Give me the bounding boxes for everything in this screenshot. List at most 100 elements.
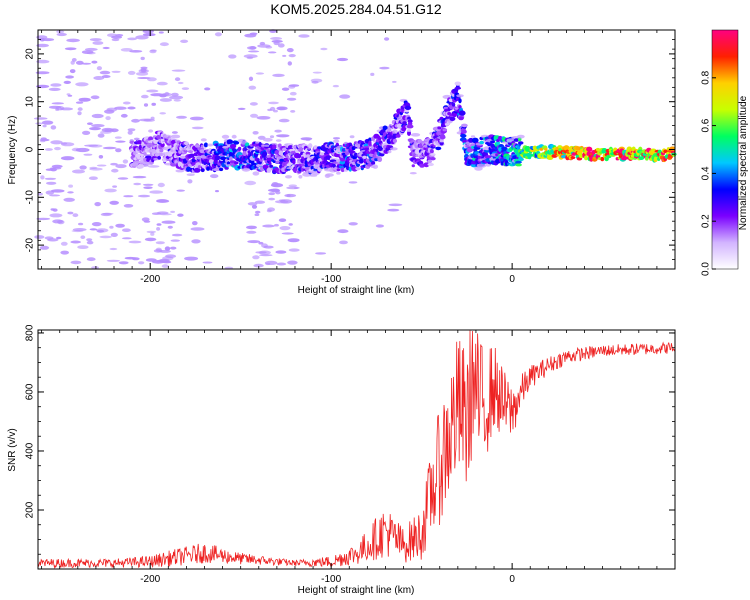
spectrogram-noise-cell	[246, 56, 254, 60]
spectrogram-noise-cell	[127, 70, 136, 75]
spectrogram-noise-cell	[128, 240, 142, 244]
spectrogram-noise-cell	[375, 224, 384, 228]
spectrogram-noise-cell	[54, 146, 61, 151]
spectrogram-noise-cell	[277, 106, 288, 111]
spectrogram-noise-cell	[202, 261, 213, 264]
spectrogram-noise-cell	[105, 116, 111, 121]
snr-frame	[37, 329, 676, 570]
spectrogram-noise-cell	[146, 89, 159, 93]
spectrogram-noise-cell	[320, 47, 328, 51]
spectrogram-fringe-cell	[241, 167, 251, 172]
spectrogram-noise-cell	[272, 73, 285, 77]
spectrogram-trace-cell	[245, 142, 250, 147]
spectrogram-noise-cell	[68, 184, 73, 188]
spectrogram-noise-cell	[265, 45, 273, 49]
spectrogram-noise-cell	[176, 189, 185, 192]
spectrogram-noise-cell	[247, 50, 260, 53]
spectrogram-fringe-cell	[372, 164, 378, 169]
spectrogram-noise-cell	[93, 76, 105, 80]
spectrogram-fringe-cell	[333, 139, 340, 144]
spectrogram-trace-cell	[544, 147, 548, 151]
spectrogram-noise-cell	[167, 225, 173, 229]
spectrogram-noise-cell	[156, 223, 162, 226]
spectrogram-noise-cell	[180, 39, 189, 43]
spectrogram-noise-cell	[191, 126, 204, 130]
snr-x-tick-label: -100	[321, 574, 341, 585]
spectrogram-noise-cell	[144, 237, 157, 242]
spectrogram-noise-cell	[138, 118, 152, 122]
spectrogram-noise-cell	[258, 241, 264, 245]
spectrogram-noise-cell	[123, 195, 134, 198]
spectrogram-trace-cell	[266, 154, 271, 159]
spectrogram-trace-cell	[474, 147, 481, 150]
snr-y-tick-label: 400	[25, 442, 36, 459]
spectrogram-noise-cell	[65, 75, 74, 79]
spectrogram-noise-cell	[288, 223, 293, 226]
spectrogram-trace-cell	[404, 105, 412, 111]
spectrogram-trace-cell	[287, 145, 294, 150]
spectrogram-fringe-cell	[456, 94, 464, 98]
spectrogram-noise-cell	[305, 138, 311, 142]
spectrogram-trace-cell	[203, 142, 208, 148]
spectrogram-fringe-cell	[336, 171, 341, 175]
spectrogram-y-tick-label: 20	[25, 48, 36, 60]
snr-x-ticks: -200 -100 0	[41, 330, 676, 585]
spectrogram-noise-cell	[66, 38, 80, 43]
spectrogram-noise-cell	[255, 72, 265, 75]
spectrogram-noise-cell	[135, 35, 149, 40]
spectrogram-noise-cell	[174, 77, 181, 82]
spectrogram-trace-cell	[513, 138, 520, 142]
spectrogram-noise-cell	[100, 212, 112, 217]
spectrogram-trace-cell	[439, 139, 444, 143]
spectrogram-trace-cell	[226, 139, 234, 145]
spectrogram-noise-cell	[286, 186, 300, 190]
spectrogram-noise-cell	[256, 116, 271, 120]
spectrogram-noise-cell	[267, 51, 277, 54]
spectrogram-noise-cell	[40, 175, 45, 180]
spectrogram-noise-cell	[84, 144, 99, 147]
spectrogram-noise-cell	[277, 43, 285, 48]
spectrogram-noise-cell	[78, 97, 91, 102]
colorbar-tick-label: 0.6	[701, 118, 712, 132]
spectrogram-noise-cell	[77, 107, 83, 111]
spectrogram-y-tick-label: 0	[25, 146, 36, 152]
spectrogram-noise-cell	[50, 167, 57, 172]
spectrogram-fringe-cell	[186, 173, 195, 176]
spectrogram-trace-cell	[392, 138, 397, 143]
spectrogram-noise-cell	[312, 71, 322, 74]
spectrogram-noise-cell	[39, 138, 50, 142]
spectrogram-noise-cell	[153, 249, 163, 253]
spectrogram-noise-cell	[36, 35, 48, 40]
spectrogram-noise-cell	[98, 155, 104, 159]
spectrogram-noise-cell	[387, 208, 400, 212]
spectrogram-noise-cell	[254, 213, 260, 216]
spectrogram-noise-cell	[271, 40, 283, 43]
spectrogram-noise-cell	[56, 236, 62, 240]
spectrogram-noise-cell	[110, 232, 118, 237]
spectrogram-noise-cell	[127, 106, 136, 110]
spectrogram-noise-cell	[274, 129, 282, 133]
spectrogram-noise-cell	[81, 50, 94, 54]
spectrogram-noise-cell	[379, 66, 390, 70]
spectrogram-trace-cell	[200, 167, 205, 173]
spectrogram-trace-cell	[435, 146, 442, 151]
spectrogram-trace-cell	[458, 110, 466, 116]
spectrogram-noise-cell	[80, 235, 86, 239]
spectrogram-noise-cell	[115, 148, 122, 153]
spectrogram-trace-cell	[600, 156, 605, 162]
spectrogram-noise-cell	[70, 260, 82, 265]
spectrogram-noise-cell	[46, 181, 57, 185]
spectrogram-noise-cell	[348, 181, 358, 184]
spectrogram-noise-cell	[67, 94, 73, 97]
spectrogram-noise-cell	[264, 260, 278, 265]
spectrogram-noise-cell	[91, 60, 98, 64]
spectrogram-trace-cell	[278, 150, 284, 156]
spectrogram-noise-cell	[86, 238, 93, 242]
spectrogram-noise-cell	[262, 224, 275, 228]
spectrogram-trace-cell	[333, 161, 338, 165]
spectrogram-fringe-cell	[275, 139, 282, 142]
spectrogram-trace-cell	[305, 154, 311, 158]
spectrogram-noise-cell	[158, 31, 164, 34]
spectrogram-trace-cell	[484, 155, 492, 159]
spectrogram-trace-cell	[268, 162, 272, 165]
